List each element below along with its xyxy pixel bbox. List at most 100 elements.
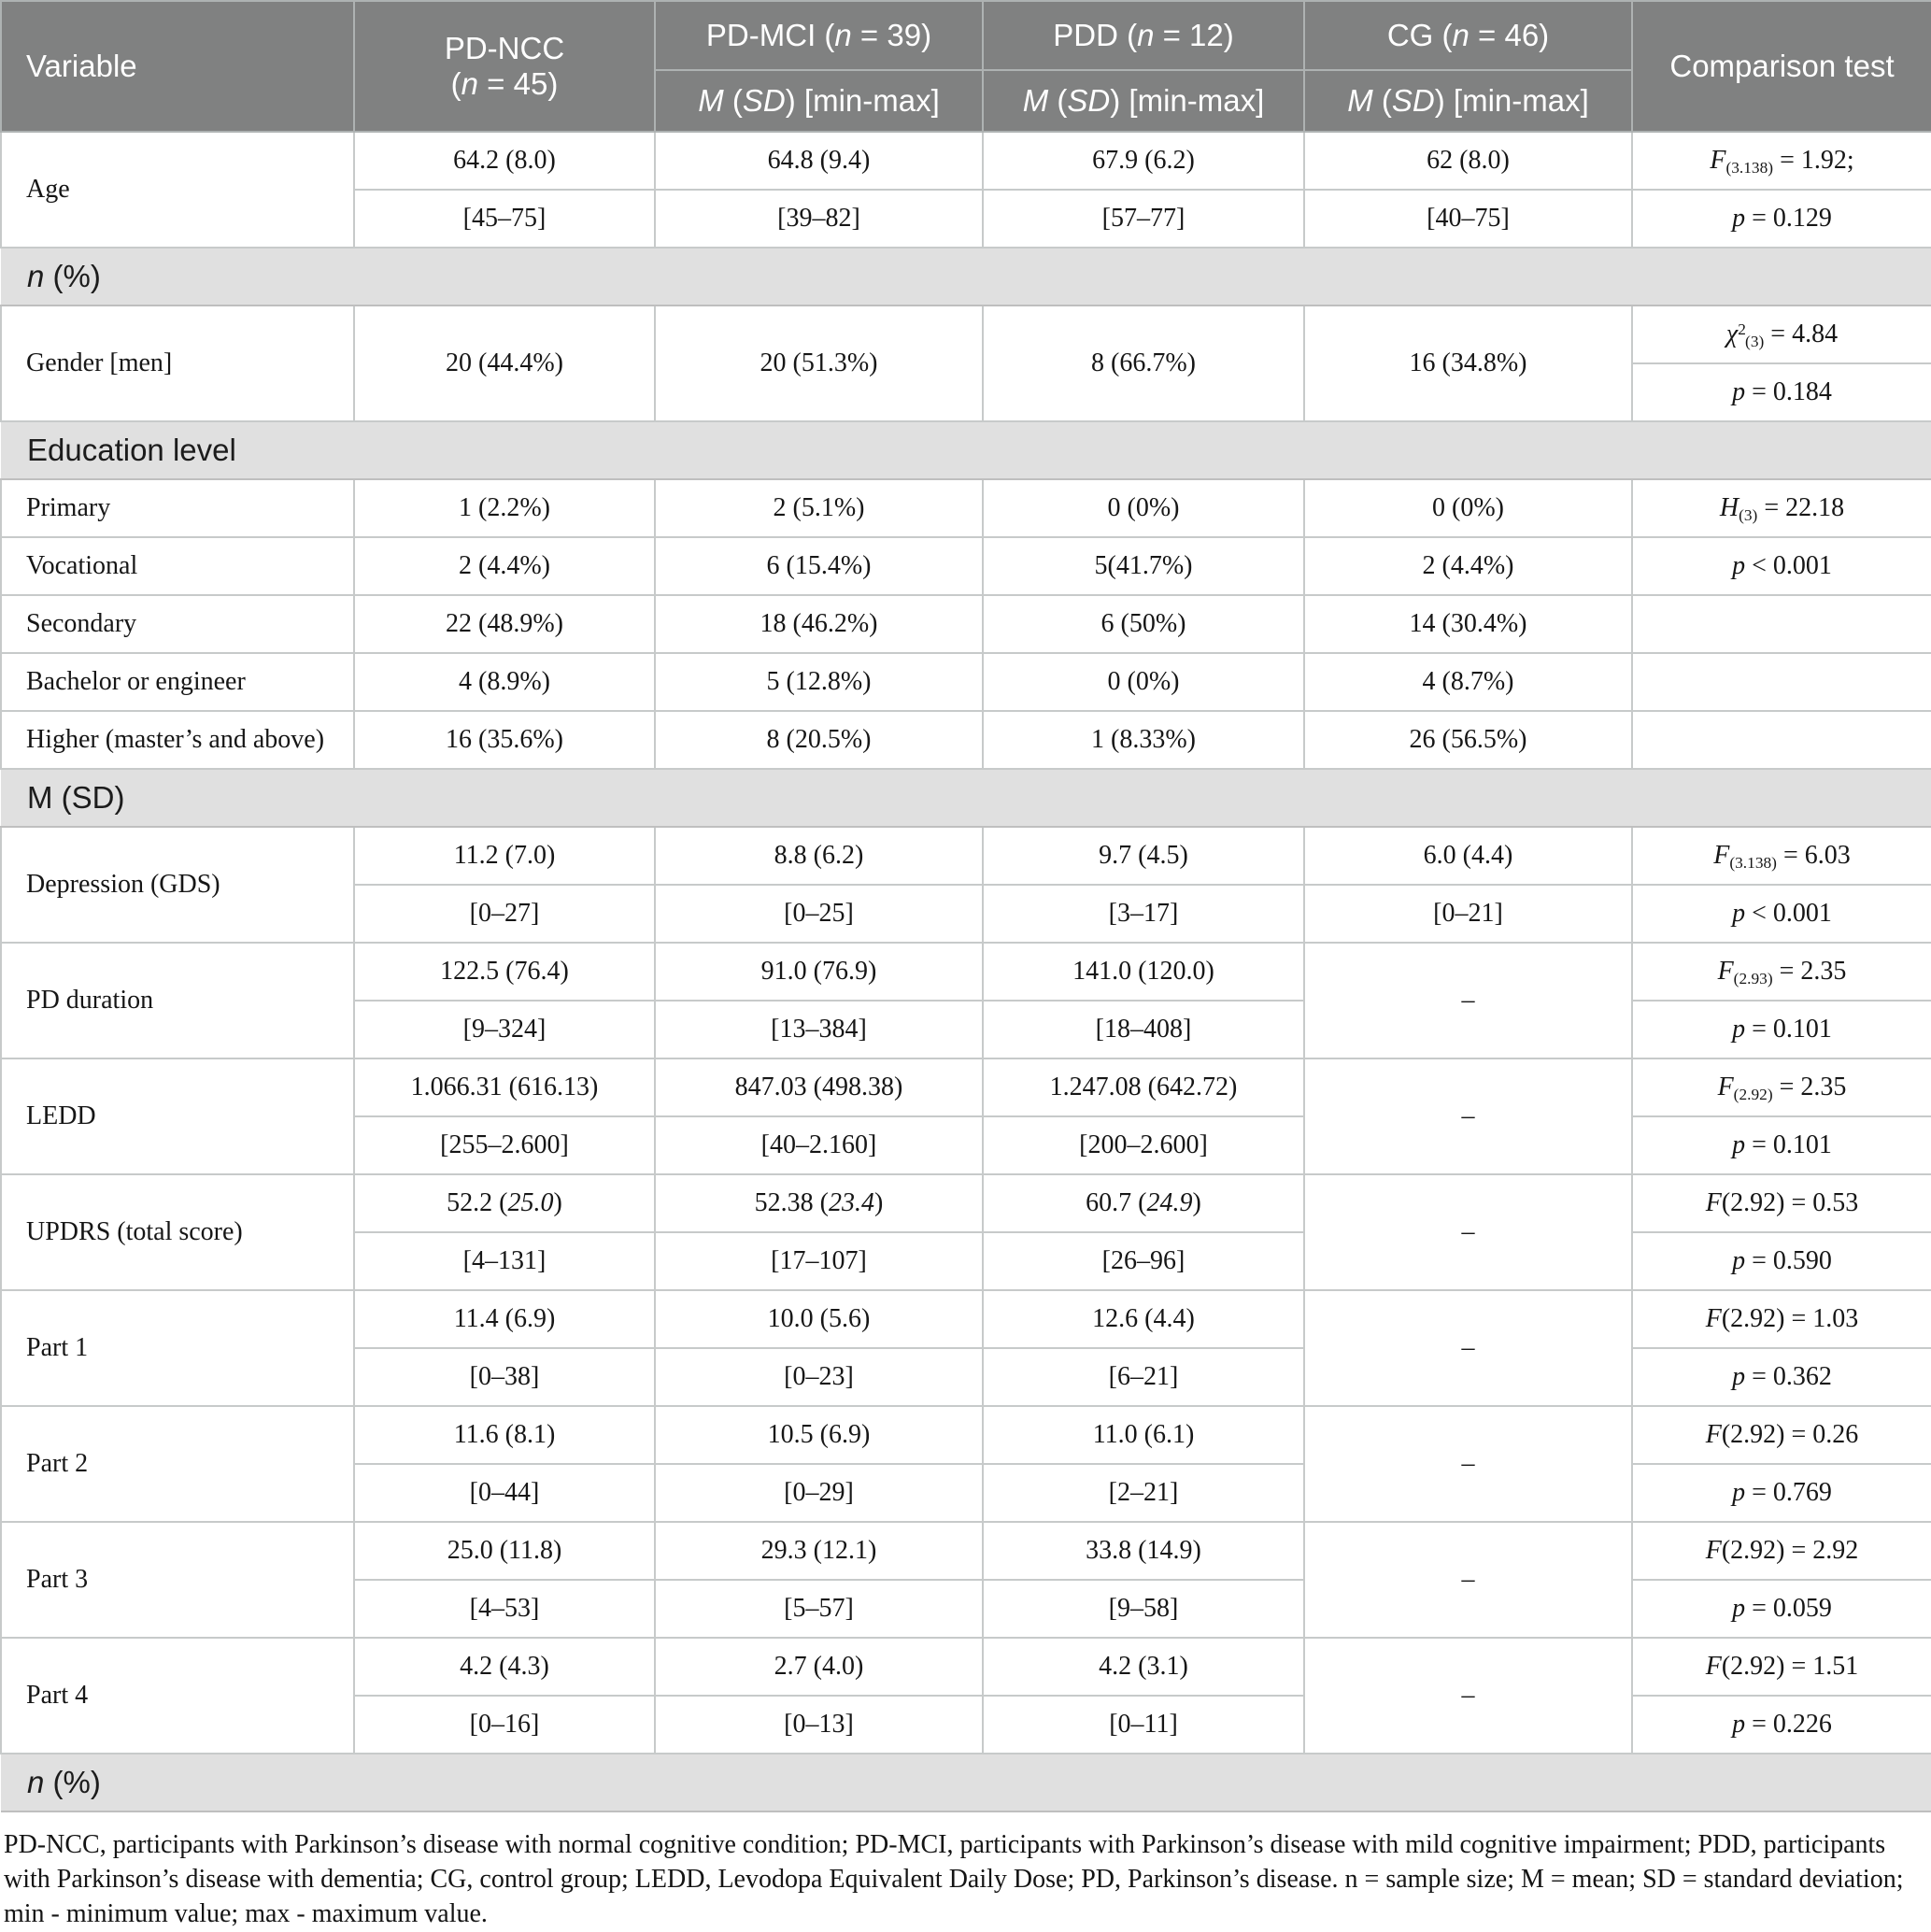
value-cell: 4 (8.9%) — [353, 652, 656, 712]
stat-cell: p < 0.001 — [1631, 884, 1931, 944]
value-cell: [40–2.160] — [654, 1115, 984, 1175]
row-label: LEDD — [0, 1058, 355, 1175]
value-cell: [200–2.600] — [982, 1115, 1305, 1175]
row-label: Higher (master’s and above) — [0, 710, 355, 770]
table-header: Variable PD-NCC (n = 45) PD-MCI (n = 39)… — [0, 0, 1931, 133]
value-cell: 10.5 (6.9) — [654, 1405, 984, 1465]
value-cell: [4–131] — [353, 1231, 656, 1291]
value-cell: 14 (30.4%) — [1303, 594, 1633, 654]
value-cell: [13–384] — [654, 1000, 984, 1059]
stat-cell — [1631, 594, 1931, 654]
row-label: Bachelor or engineer — [0, 652, 355, 712]
stat-cell: p = 0.590 — [1631, 1231, 1931, 1291]
value-cell: 8 (20.5%) — [654, 710, 984, 770]
value-cell: 18 (46.2%) — [654, 594, 984, 654]
value-cell: [5–57] — [654, 1579, 984, 1639]
value-cell: 1 (8.33%) — [982, 710, 1305, 770]
value-cell: 0 (0%) — [982, 652, 1305, 712]
section-header: Education level — [1, 420, 1931, 480]
stat-cell: p = 0.769 — [1631, 1463, 1931, 1523]
stat-cell: p = 0.184 — [1631, 362, 1931, 422]
value-cell: 25.0 (11.8) — [353, 1521, 656, 1581]
value-cell: 11.0 (6.1) — [982, 1405, 1305, 1465]
value-cell: [9–324] — [353, 1000, 656, 1059]
value-cell: 6.0 (4.4) — [1303, 826, 1633, 886]
value-cell: 5(41.7%) — [982, 536, 1305, 596]
value-cell: [4–53] — [353, 1579, 656, 1639]
stat-cell: F(2.92) = 0.53 — [1631, 1173, 1931, 1233]
value-cell-merged: 8 (66.7%) — [982, 305, 1305, 422]
value-cell: 29.3 (12.1) — [654, 1521, 984, 1581]
value-cell: 8.8 (6.2) — [654, 826, 984, 886]
stat-cell: p = 0.362 — [1631, 1347, 1931, 1407]
value-cell: 16 (35.6%) — [353, 710, 656, 770]
col-header-pdncc: PD-NCC (n = 45) — [353, 0, 656, 133]
value-cell-merged: 20 (51.3%) — [654, 305, 984, 422]
col-header-cg: CG (n = 46) — [1303, 0, 1633, 71]
value-cell-merged: – — [1303, 1058, 1633, 1175]
value-cell: 0 (0%) — [982, 478, 1305, 538]
value-cell: 122.5 (76.4) — [353, 942, 656, 1002]
value-cell: 4.2 (3.1) — [982, 1637, 1305, 1697]
value-cell-merged: – — [1303, 1289, 1633, 1407]
value-cell: [0–23] — [654, 1347, 984, 1407]
value-cell: 60.7 (24.9) — [982, 1173, 1305, 1233]
stat-cell: p = 0.101 — [1631, 1115, 1931, 1175]
section-header: n (%) — [1, 1753, 1931, 1812]
value-cell: 64.8 (9.4) — [654, 131, 984, 191]
value-cell: [6–21] — [982, 1347, 1305, 1407]
row-label: Part 3 — [0, 1521, 355, 1639]
value-cell: 2 (4.4%) — [1303, 536, 1633, 596]
row-label: Part 2 — [0, 1405, 355, 1523]
value-cell: 10.0 (5.6) — [654, 1289, 984, 1349]
participants-characteristics-table: Variable PD-NCC (n = 45) PD-MCI (n = 39)… — [0, 0, 1931, 1812]
stat-cell: F(3.138) = 1.92; — [1631, 131, 1931, 191]
row-label: Depression (GDS) — [0, 826, 355, 944]
stat-cell: H(3) = 22.18 — [1631, 478, 1931, 538]
value-cell-merged: – — [1303, 1521, 1633, 1639]
subheader-cg: M (SD) [min-max] — [1303, 69, 1633, 133]
row-label: Part 4 — [0, 1637, 355, 1754]
stat-cell: F(2.92) = 2.35 — [1631, 1058, 1931, 1117]
value-cell: [26–96] — [982, 1231, 1305, 1291]
value-cell: 1.066.31 (616.13) — [353, 1058, 656, 1117]
col-header-pdncc-line1: PD-NCC — [444, 31, 565, 65]
row-label: Age — [0, 131, 355, 249]
stat-cell — [1631, 710, 1931, 770]
value-cell: [9–58] — [982, 1579, 1305, 1639]
value-cell: 9.7 (4.5) — [982, 826, 1305, 886]
value-cell: 4.2 (4.3) — [353, 1637, 656, 1697]
value-cell-merged: – — [1303, 1405, 1633, 1523]
col-header-comparison: Comparison test — [1631, 0, 1931, 133]
table-footnote: PD-NCC, participants with Parkinson’s di… — [4, 1830, 1904, 1929]
value-cell: [0–44] — [353, 1463, 656, 1523]
value-cell: [2–21] — [982, 1463, 1305, 1523]
value-cell: 2 (5.1%) — [654, 478, 984, 538]
value-cell: 6 (15.4%) — [654, 536, 984, 596]
value-cell: [0–16] — [353, 1695, 656, 1754]
value-cell: [0–27] — [353, 884, 656, 944]
value-cell: 64.2 (8.0) — [353, 131, 656, 191]
value-cell: [17–107] — [654, 1231, 984, 1291]
value-cell: 1.247.08 (642.72) — [982, 1058, 1305, 1117]
stat-cell: F(2.92) = 2.92 — [1631, 1521, 1931, 1581]
value-cell: 6 (50%) — [982, 594, 1305, 654]
value-cell: 847.03 (498.38) — [654, 1058, 984, 1117]
col-header-pdd: PDD (n = 12) — [982, 0, 1305, 71]
value-cell: 22 (48.9%) — [353, 594, 656, 654]
value-cell: 52.2 (25.0) — [353, 1173, 656, 1233]
value-cell: 0 (0%) — [1303, 478, 1633, 538]
stat-cell: p = 0.059 — [1631, 1579, 1931, 1639]
value-cell: 62 (8.0) — [1303, 131, 1633, 191]
value-cell: [0–25] — [654, 884, 984, 944]
value-cell: [0–21] — [1303, 884, 1633, 944]
col-header-pdncc-line2: (n = 45) — [450, 66, 559, 101]
stat-cell: F(2.93) = 2.35 — [1631, 942, 1931, 1002]
value-cell: 33.8 (14.9) — [982, 1521, 1305, 1581]
stat-cell: p < 0.001 — [1631, 536, 1931, 596]
value-cell: 2 (4.4%) — [353, 536, 656, 596]
stat-cell: F(2.92) = 0.26 — [1631, 1405, 1931, 1465]
stat-cell: p = 0.129 — [1631, 189, 1931, 249]
stat-cell: F(3.138) = 6.03 — [1631, 826, 1931, 886]
